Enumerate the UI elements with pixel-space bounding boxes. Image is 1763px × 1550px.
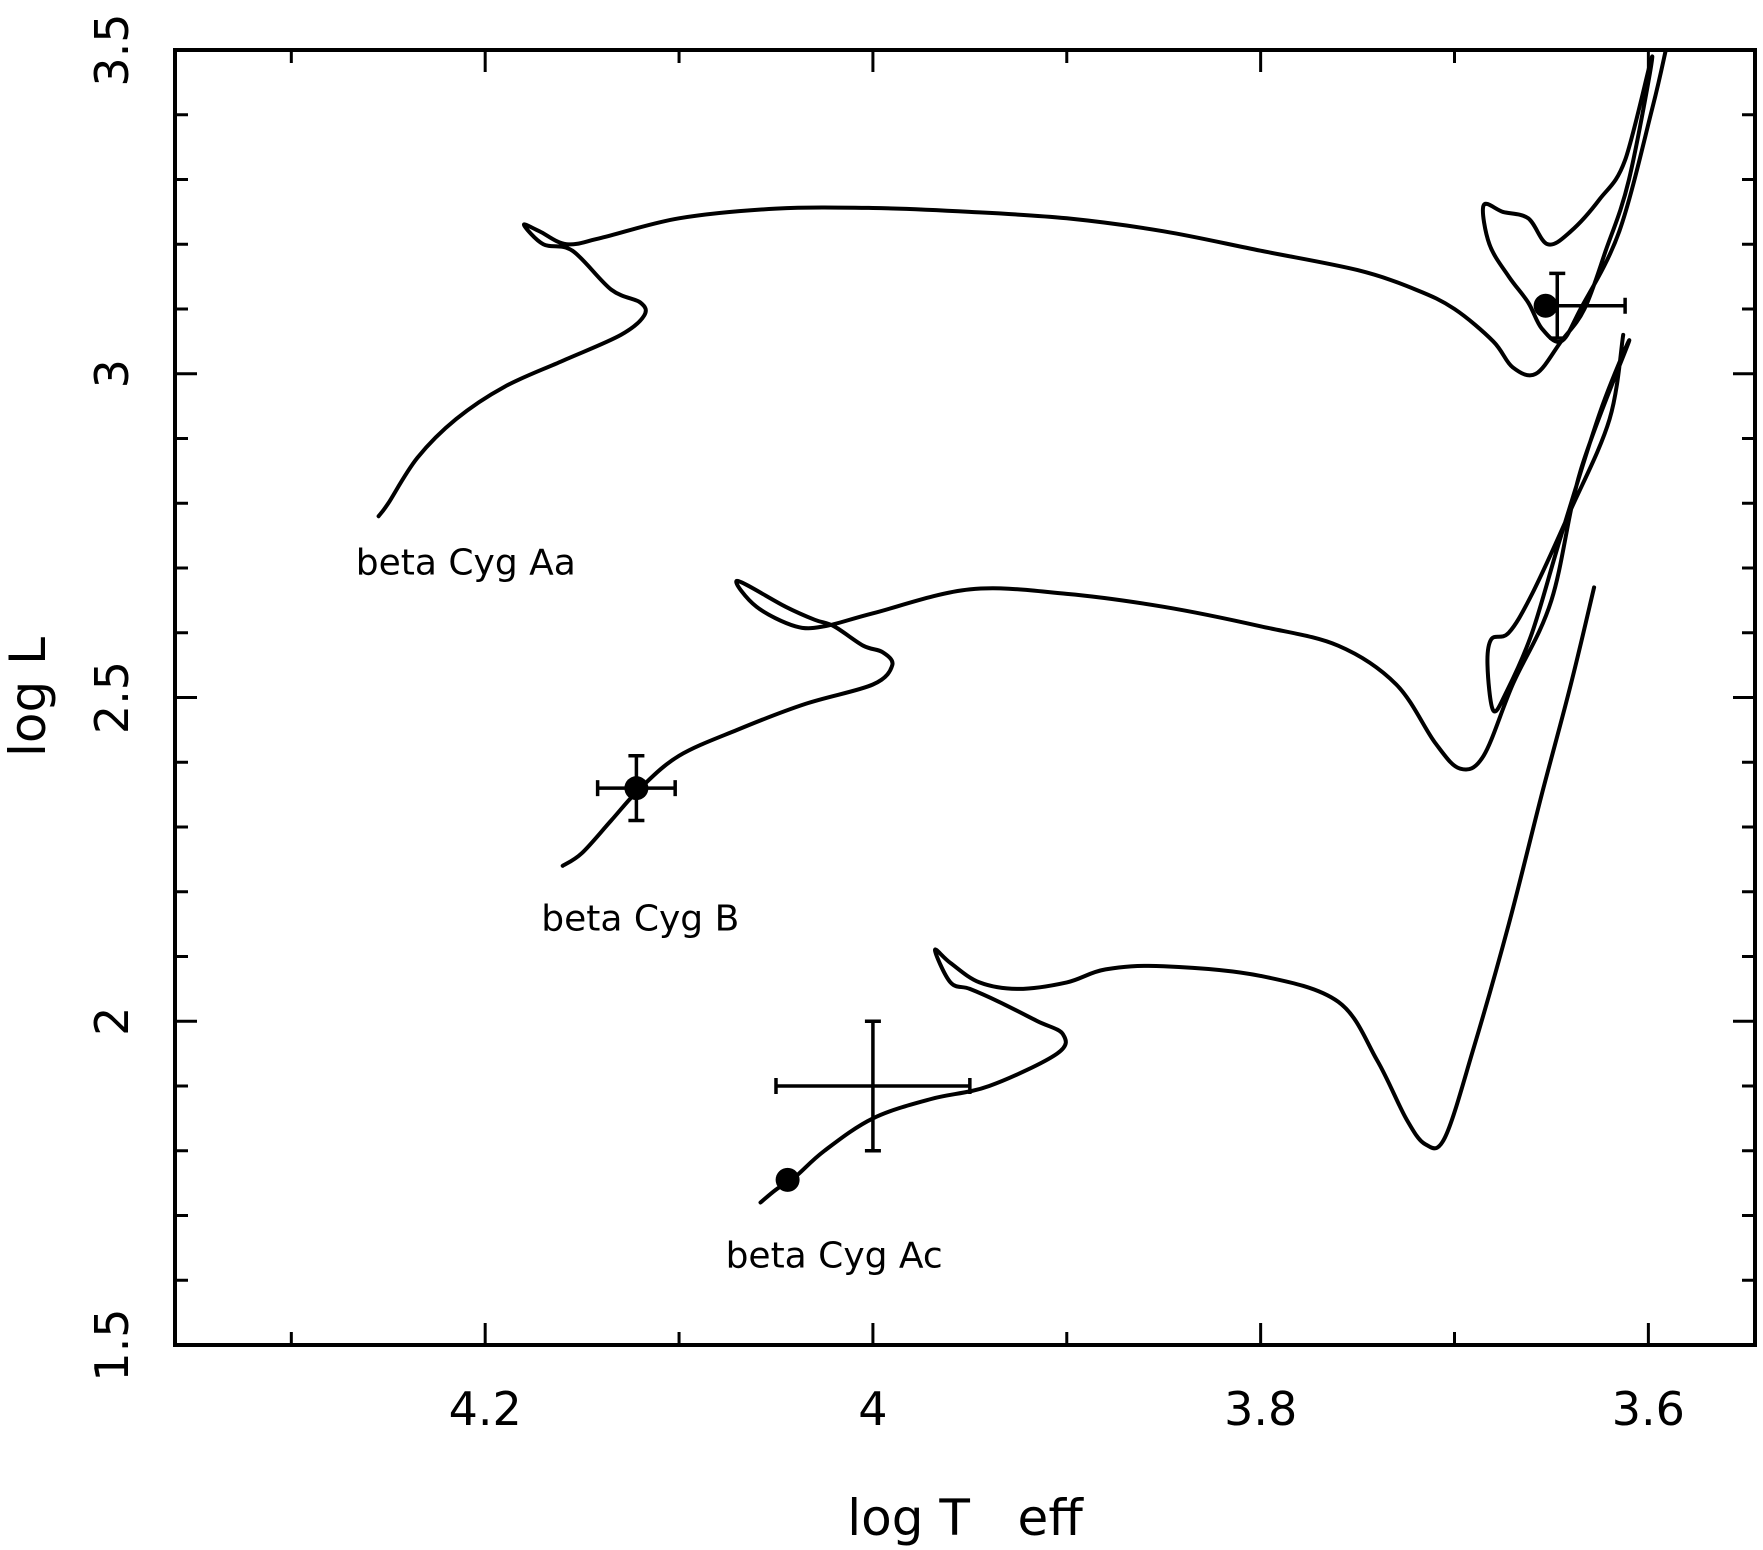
x-tick-label: 3.6 [1612, 1382, 1685, 1436]
y-tick-label: 1.5 [85, 1308, 139, 1381]
star-label: beta Cyg Aa [356, 542, 576, 583]
y-tick-label: 2 [85, 1007, 139, 1036]
y-axis-title: log L [0, 637, 57, 757]
star-labels: beta Cyg Aa beta Cyg B beta Cyg Ac [356, 542, 943, 1276]
observations [595, 271, 1627, 1192]
evolutionary-track-1 [376, 48, 1668, 519]
axis-ticks [175, 48, 1755, 1347]
star-label: beta Cyg B [541, 899, 739, 940]
y-tick-label: 3.5 [85, 13, 139, 86]
x-tick-label: 4.2 [449, 1382, 522, 1436]
x-tick-label: 3.8 [1224, 1382, 1297, 1436]
observation-marker [1533, 293, 1558, 318]
observation-marker [624, 776, 649, 801]
y-tick-label: 2.5 [85, 661, 139, 734]
x-tick-label: 4 [858, 1382, 887, 1436]
evolutionary-tracks [376, 48, 1668, 1205]
plot-frame [173, 48, 1757, 1347]
x-axis-title: log T eff [847, 1489, 1084, 1547]
star-label: beta Cyg Ac [726, 1235, 943, 1276]
observation-marker [775, 1167, 800, 1192]
evolutionary-track-2 [560, 332, 1632, 868]
y-tick-label: 3 [85, 359, 139, 388]
tick-labels: 4.2 4 3.8 3.6 1.5 2 2.5 3 3.5 [85, 13, 1685, 1436]
evolutionary-track-3 [758, 585, 1597, 1205]
